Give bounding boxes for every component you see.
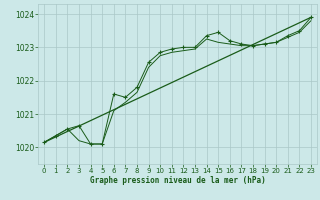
X-axis label: Graphe pression niveau de la mer (hPa): Graphe pression niveau de la mer (hPa): [90, 176, 266, 185]
